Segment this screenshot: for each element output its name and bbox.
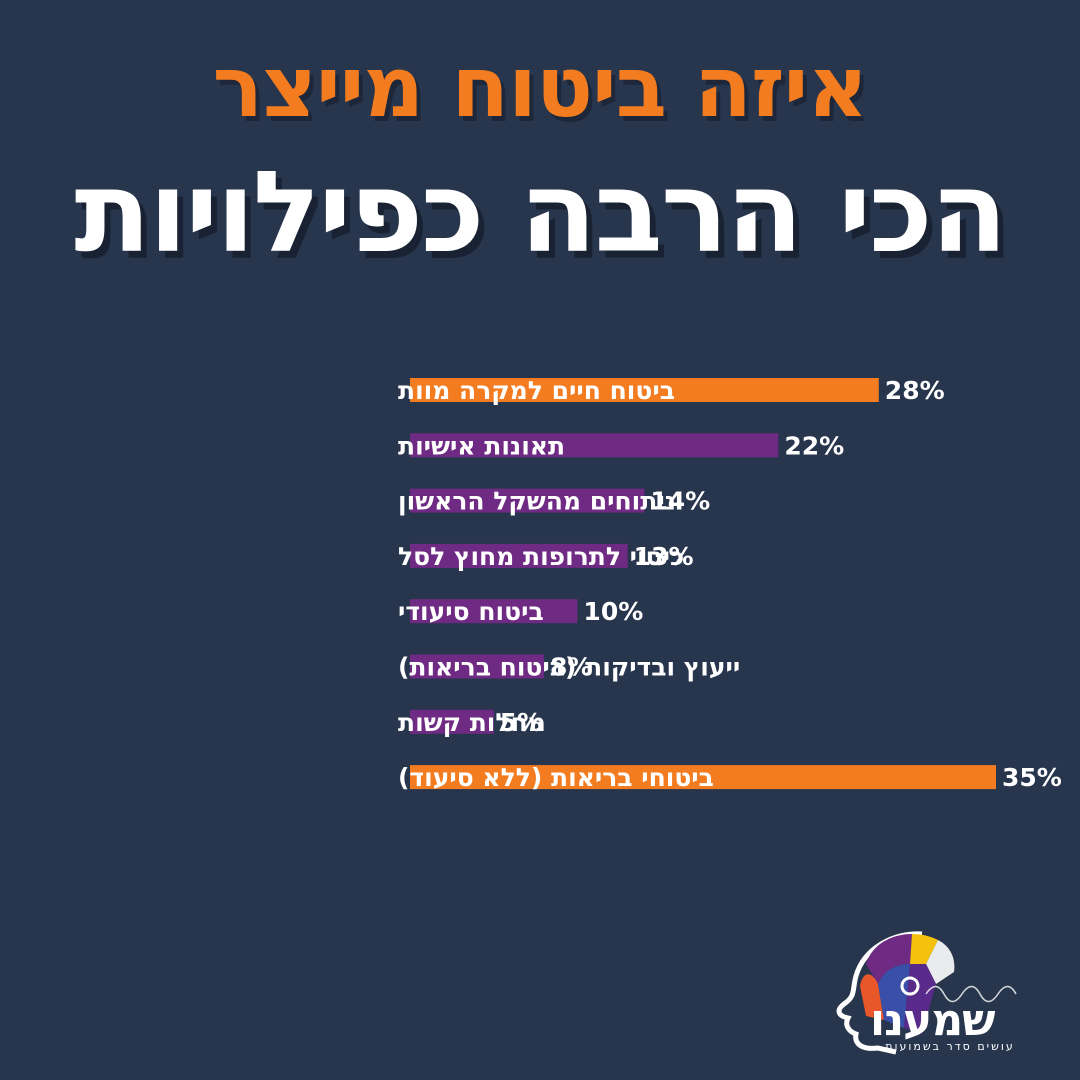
category-label-6: מחלות קשות — [398, 708, 546, 737]
bar-7 — [410, 765, 996, 790]
title-line-1: איזה ביטוח מייצר — [212, 38, 869, 136]
category-label-3: כיסוי לתרופות מחוץ לסל — [398, 542, 684, 571]
value-label-7: 35% — [1002, 763, 1062, 792]
bar-5 — [410, 654, 544, 679]
category-label-4: ביטוח סיעודי — [398, 597, 544, 626]
bar-3 — [410, 543, 628, 568]
category-label-2: ניתוחים מהשקל הראשון — [398, 487, 676, 516]
category-label-7: ביטוחי בריאות (ללא סיעוד) — [398, 763, 714, 792]
bar-2 — [410, 488, 645, 513]
category-label-5: ייעוץ ובדיקות (ביטוח בריאות) — [398, 653, 740, 682]
value-label-6: 5% — [500, 708, 542, 737]
logo-name: שמענו — [870, 995, 996, 1046]
bar-4 — [410, 599, 578, 624]
logo-tagline: עושים סדר בשמועות — [885, 1040, 1015, 1053]
value-label-1: 22% — [784, 431, 844, 460]
value-label-0: 28% — [885, 376, 945, 405]
bar-0 — [410, 378, 879, 402]
bar-1 — [410, 433, 779, 458]
bar-6 — [410, 709, 494, 734]
logo-head-icon — [836, 931, 1017, 1055]
value-label-2: 14% — [650, 487, 710, 516]
value-label-3: 13% — [634, 542, 694, 571]
value-label-4: 10% — [583, 597, 643, 626]
category-label-1: תאונות אישיות — [398, 431, 565, 460]
value-label-5: 8% — [550, 653, 592, 682]
category-label-0: ביטוח חיים למקרה מוות — [398, 376, 675, 405]
title-line-2: הכי הרבה כפילויות — [74, 148, 1007, 278]
